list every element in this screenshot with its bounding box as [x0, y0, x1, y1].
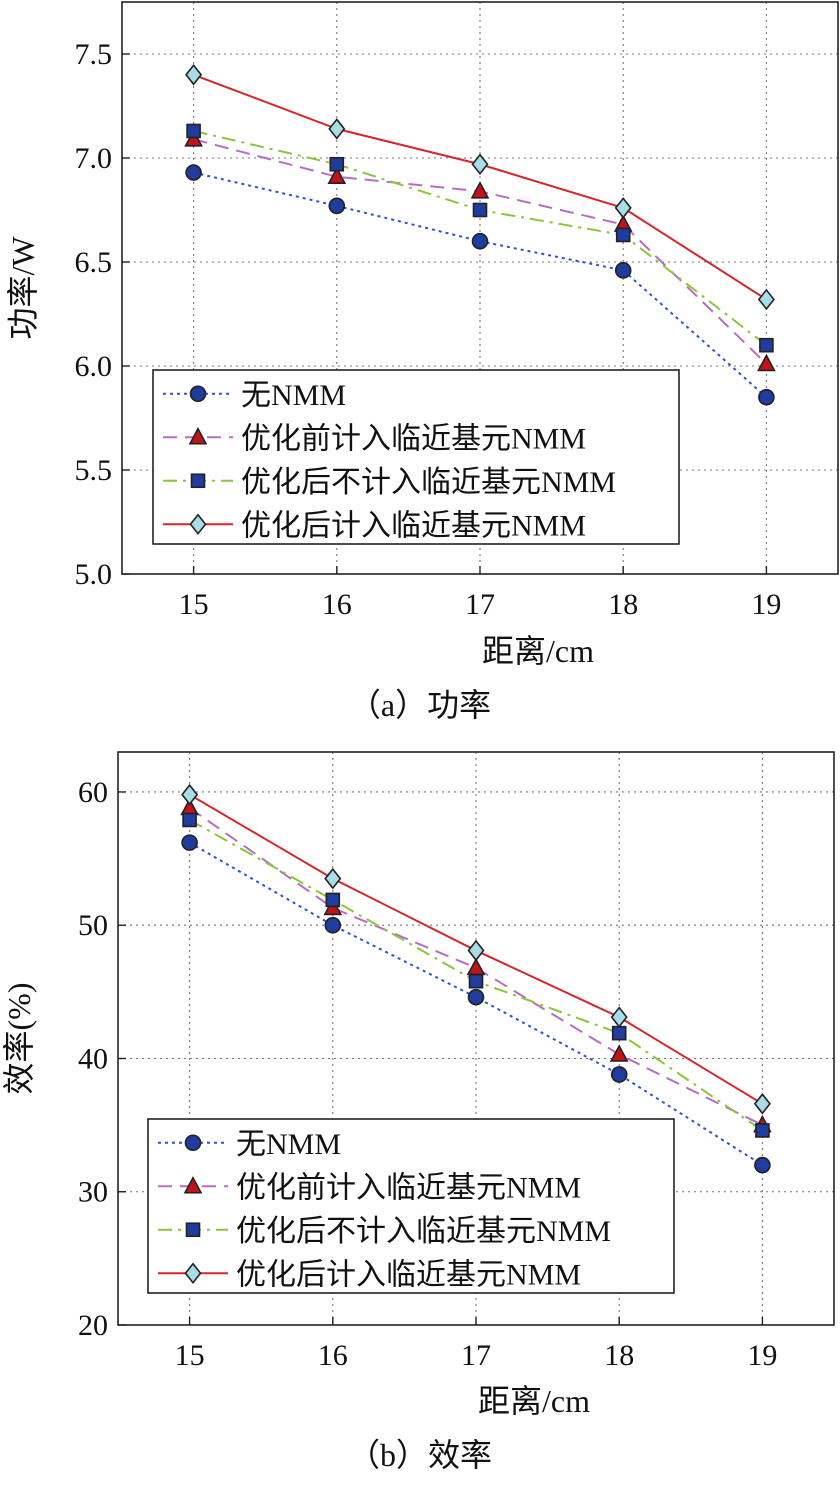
chart-b-series-3-point — [182, 812, 197, 828]
chart-a-xtick-label: 16 — [322, 588, 352, 621]
chart-a-xtick-label: 18 — [608, 588, 638, 621]
chart-a-series-1-point — [758, 388, 775, 406]
chart-b-svg: 15 16 17 18 19 20 30 40 50 60 距离/cm 效率(%) 无NMM 优化前计入临… — [1, 751, 835, 1473]
chart-a-series-4 — [185, 64, 775, 311]
chart-a-xtick-label: 17 — [465, 588, 495, 621]
chart-b-series-1 — [181, 834, 771, 1174]
chart-a-xlabel: 距离/cm — [482, 633, 594, 669]
chart-a-series-4-point — [471, 153, 489, 176]
chart-b-series-3-point — [325, 892, 341, 908]
chart-b-series-1-point — [181, 834, 198, 851]
chart-b-ytick-label: 20 — [78, 1309, 108, 1342]
chart-a-xtick-label: 15 — [179, 588, 209, 621]
chart-b-series-4-point — [324, 867, 342, 890]
chart-a-series-3-point — [329, 156, 345, 172]
chart-b-xtick-label: 17 — [461, 1339, 491, 1372]
chart-a-series-4-point — [185, 64, 203, 86]
chart-b-legend-label: 无NMM — [236, 1128, 341, 1161]
chart-b-legend-swatch-marker — [185, 1222, 201, 1238]
chart-b-ytick-label: 40 — [78, 1042, 108, 1075]
chart-a-legend-swatch-marker — [189, 385, 207, 403]
chart-a-svg: 15 16 17 18 19 5.0 5.5 6.0 6.5 7.0 7.5 距离/cm 功率/W 无NM… — [5, 1, 839, 723]
chart-a-legend-label: 无NMM — [241, 379, 346, 412]
chart-b-ytick-label: 30 — [78, 1176, 108, 1209]
chart-b-series-3-point — [468, 973, 484, 989]
chart-a-series-3-point — [186, 123, 201, 139]
chart-b-series-1-point — [324, 916, 342, 934]
chart-a-legend: 无NMM 优化前计入临近基元NMM 优化后不计入临近基元NMM 优化后计入临近基元NM… — [152, 369, 680, 545]
chart-a-ytick-label: 5.0 — [75, 558, 113, 591]
chart-a-legend-label: 优化前计入临近基元NMM — [241, 422, 586, 455]
chart-b-series-2-point — [466, 957, 486, 976]
chart-b-legend-swatch-marker — [184, 1134, 202, 1152]
chart-b-xtick-label: 19 — [747, 1339, 777, 1372]
chart-a-ytick-label: 5.5 — [75, 454, 113, 487]
chart-a-series-4-point — [614, 197, 632, 219]
chart-b-legend: 无NMM 优化前计入临近基元NMM 优化后不计入临近基元NMM 优化后计入临近基元NM… — [147, 1118, 675, 1294]
chart-a-ylabel: 功率/W — [5, 236, 41, 340]
chart-a-series-2-point — [327, 166, 347, 185]
chart-a-series-2-point — [470, 181, 490, 199]
chart-a-legend-swatch-marker — [188, 427, 208, 445]
chart-a-series-3-point — [472, 202, 488, 218]
chart-a-ytick-label: 6.0 — [75, 350, 113, 383]
chart-a-series-2 — [184, 129, 776, 372]
chart-a-series-2-point — [184, 129, 203, 147]
chart-a-series-3-point — [759, 337, 774, 353]
chart-a-legend-label: 优化后不计入临近基元NMM — [241, 466, 616, 499]
chart-b-legend-swatch-marker — [183, 1176, 203, 1194]
chart-b-legend-label: 优化前计入临近基元NMM — [236, 1171, 581, 1204]
chart-b-series-4-point — [181, 783, 199, 806]
chart-b-xtick-label: 18 — [604, 1339, 634, 1372]
chart-b-legend-label: 优化后不计入临近基元NMM — [236, 1215, 611, 1248]
chart-b-series-4-point — [753, 1093, 771, 1115]
chart-b-series-2-point — [609, 1044, 629, 1062]
chart-b-xtick-label: 16 — [318, 1339, 348, 1372]
chart-a-figure: 15 16 17 18 19 5.0 5.5 6.0 6.5 7.0 7.5 距离/cm 功率/W 无NM… — [0, 0, 840, 742]
chart-b-legend-label: 优化后计入临近基元NMM — [236, 1258, 581, 1291]
chart-b-series-2-line — [189, 807, 763, 1127]
chart-a-ytick-label: 7.0 — [75, 142, 113, 175]
chart-a-series-1-point — [328, 197, 346, 215]
chart-a-ytick-label: 7.5 — [75, 38, 113, 71]
chart-b-ytick-label: 60 — [78, 776, 108, 809]
chart-a-caption: （a）功率 — [349, 687, 491, 723]
chart-a-legend-swatch-marker — [189, 513, 207, 536]
chart-a-series-1-point — [614, 262, 632, 279]
chart-a-legend-box — [152, 369, 680, 545]
chart-a-series-1-point — [471, 232, 489, 250]
chart-a-legend-swatch-marker — [190, 473, 206, 489]
chart-b-series-1-point — [467, 988, 485, 1006]
chart-b-xtick-label: 15 — [175, 1339, 205, 1372]
chart-a-series-3-point — [615, 227, 631, 243]
chart-b-figure: 15 16 17 18 19 20 30 40 50 60 距离/cm 效率(%) 无NMM 优化前计入临… — [0, 742, 840, 1484]
chart-b-series-3 — [182, 812, 770, 1138]
chart-a-xtick-label: 19 — [751, 588, 781, 621]
chart-b-legend-swatch-marker — [184, 1262, 202, 1285]
chart-b-ytick-label: 50 — [78, 909, 108, 942]
chart-b-series-4-point — [610, 1006, 628, 1028]
chart-a-series-1-point — [185, 164, 202, 181]
chart-b-series-3-point — [611, 1025, 627, 1041]
chart-b-series-4 — [181, 783, 771, 1115]
chart-a-series-3 — [186, 123, 774, 353]
chart-a-series-4-point — [328, 118, 346, 140]
chart-b-series-4-point — [467, 939, 485, 962]
chart-b-legend-box — [147, 1118, 675, 1294]
chart-b-xlabel: 距离/cm — [478, 1383, 590, 1419]
chart-a-series-2-point — [757, 353, 776, 372]
chart-b-series-3-point — [755, 1123, 770, 1138]
chart-a-legend-label: 优化后计入临近基元NMM — [241, 509, 586, 542]
chart-b-series-1-point — [754, 1156, 771, 1174]
chart-a-series-1 — [185, 164, 775, 406]
chart-b-series-1-point — [610, 1066, 628, 1083]
chart-a-ytick-label: 6.5 — [75, 246, 113, 279]
chart-b-ylabel: 效率(%) — [1, 983, 37, 1095]
chart-a-series-4-point — [757, 288, 775, 311]
chart-b-caption: （b）效率 — [348, 1437, 492, 1473]
